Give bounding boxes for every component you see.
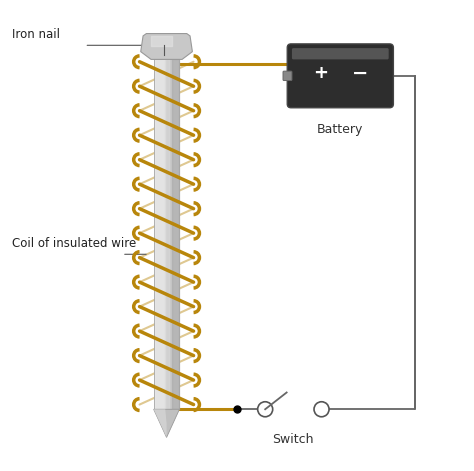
Text: Battery: Battery xyxy=(317,123,364,136)
Text: Iron nail: Iron nail xyxy=(11,28,60,41)
FancyBboxPatch shape xyxy=(283,71,292,81)
FancyBboxPatch shape xyxy=(292,48,389,59)
Circle shape xyxy=(314,402,329,417)
Text: Coil of insulated wire: Coil of insulated wire xyxy=(11,236,136,250)
Text: +: + xyxy=(313,65,328,82)
Polygon shape xyxy=(154,409,166,438)
Text: −: − xyxy=(352,64,368,83)
Polygon shape xyxy=(154,409,180,438)
Text: Switch: Switch xyxy=(273,433,314,446)
FancyBboxPatch shape xyxy=(287,44,393,108)
Circle shape xyxy=(258,402,273,417)
Polygon shape xyxy=(154,59,180,409)
Polygon shape xyxy=(141,33,192,59)
